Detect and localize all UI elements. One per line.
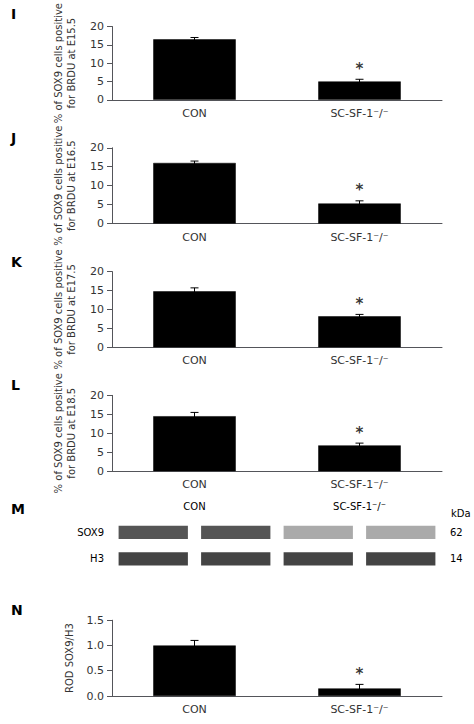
svg-text:SC-SF-1⁻/⁻: SC-SF-1⁻/⁻	[330, 703, 388, 716]
svg-text:SC-SF-1⁻/⁻: SC-SF-1⁻/⁻	[330, 231, 388, 244]
svg-text:*: *	[356, 665, 364, 683]
svg-text:15: 15	[90, 408, 104, 421]
svg-text:for BRDU at E15.5: for BRDU at E15.5	[66, 18, 77, 109]
svg-text:*: *	[356, 295, 364, 313]
svg-text:15: 15	[90, 38, 104, 51]
svg-text:SC-SF-1⁻/⁻: SC-SF-1⁻/⁻	[330, 478, 388, 491]
svg-text:0: 0	[97, 341, 104, 354]
svg-text:5: 5	[97, 198, 104, 211]
svg-text:M: M	[11, 501, 25, 517]
svg-text:20: 20	[90, 141, 104, 154]
svg-text:I: I	[11, 6, 16, 22]
svg-text:ROD SOX9/H3: ROD SOX9/H3	[64, 623, 75, 693]
svg-text:10: 10	[90, 303, 104, 316]
svg-text:SC-SF-1⁻/⁻: SC-SF-1⁻/⁻	[330, 107, 388, 120]
svg-text:% of SOX9 cells positive: % of SOX9 cells positive	[53, 126, 64, 246]
svg-text:for BRDU at E18.5: for BRDU at E18.5	[66, 388, 77, 479]
svg-text:10: 10	[90, 427, 104, 440]
svg-text:% of SOX9 cells positive: % of SOX9 cells positive	[53, 373, 64, 493]
svg-text:0.0: 0.0	[87, 690, 105, 703]
svg-text:0: 0	[97, 217, 104, 230]
svg-text:% of SOX9 cells positive: % of SOX9 cells positive	[53, 3, 64, 123]
svg-text:10: 10	[90, 57, 104, 70]
svg-text:K: K	[11, 254, 23, 270]
svg-text:*: *	[356, 424, 364, 442]
svg-text:for BRDU at E16.5: for BRDU at E16.5	[66, 140, 77, 231]
svg-text:*: *	[356, 181, 364, 199]
svg-text:for BRDU at E17.5: for BRDU at E17.5	[66, 264, 77, 355]
svg-text:CON: CON	[182, 354, 207, 367]
svg-text:20: 20	[90, 389, 104, 402]
svg-text:5: 5	[97, 75, 104, 88]
svg-text:SC-SF-1⁻/⁻: SC-SF-1⁻/⁻	[330, 354, 388, 367]
svg-text:CON: CON	[182, 478, 207, 491]
svg-text:N: N	[11, 602, 23, 618]
svg-text:J: J	[10, 130, 16, 146]
svg-text:CON: CON	[182, 107, 207, 120]
svg-text:% of SOX9 cells positive: % of SOX9 cells positive	[53, 249, 64, 369]
svg-text:5: 5	[97, 446, 104, 459]
svg-text:14: 14	[450, 553, 463, 564]
svg-text:62: 62	[450, 527, 463, 538]
svg-text:10: 10	[90, 179, 104, 192]
svg-text:0: 0	[97, 93, 104, 106]
svg-text:1.5: 1.5	[87, 614, 105, 627]
svg-text:5: 5	[97, 322, 104, 335]
svg-text:15: 15	[90, 284, 104, 297]
svg-text:0: 0	[97, 465, 104, 478]
svg-text:CON: CON	[182, 231, 207, 244]
svg-text:SOX9: SOX9	[77, 527, 104, 538]
svg-text:15: 15	[90, 160, 104, 173]
svg-text:1.0: 1.0	[87, 639, 105, 652]
svg-text:SC-SF-1⁻/⁻: SC-SF-1⁻/⁻	[333, 501, 386, 512]
svg-text:0.5: 0.5	[87, 664, 105, 677]
svg-text:CON: CON	[183, 501, 205, 512]
svg-text:kDa: kDa	[451, 508, 471, 519]
svg-text:L: L	[11, 377, 20, 393]
svg-text:H3: H3	[90, 553, 104, 564]
svg-text:CON: CON	[182, 703, 207, 716]
svg-text:*: *	[356, 60, 364, 78]
svg-text:20: 20	[90, 20, 104, 33]
svg-text:20: 20	[90, 265, 104, 278]
